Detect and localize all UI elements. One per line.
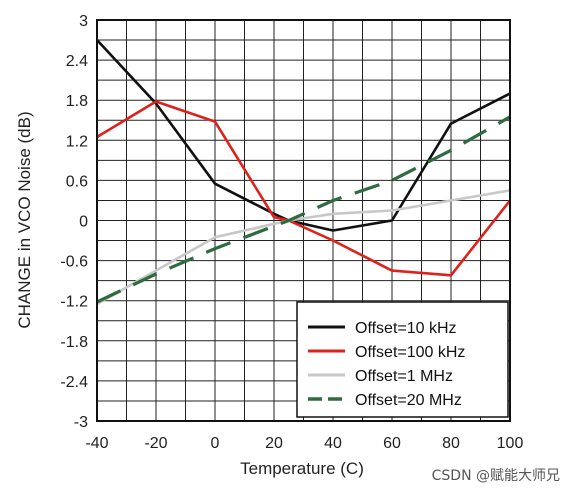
x-tick-label: -20 — [144, 435, 167, 452]
x-tick-label: -40 — [85, 435, 108, 452]
y-tick-label: 1.8 — [66, 93, 88, 110]
y-tick-label: -2.4 — [60, 374, 88, 391]
x-tick-label: 20 — [265, 435, 283, 452]
y-tick-label: -1.8 — [60, 334, 88, 351]
legend-label-3: Offset=1 MHz — [355, 368, 453, 385]
y-tick-label: 0 — [79, 214, 88, 231]
y-tick-label: -3 — [74, 414, 88, 431]
x-tick-label: 40 — [324, 435, 342, 452]
y-tick-label: 2.4 — [66, 53, 88, 70]
legend-label-4: Offset=20 MHz — [355, 392, 462, 409]
x-tick-label: 60 — [383, 435, 401, 452]
legend-label-2: Offset=100 kHz — [355, 344, 465, 361]
y-tick-labels: 3 2.4 1.8 1.2 0.6 0 -0.6 -1.2 -1.8 -2.4 -3 — [60, 13, 88, 431]
series-line-4 — [96, 115, 511, 304]
x-tick-label: 100 — [497, 435, 524, 452]
y-tick-label: -1.2 — [60, 294, 88, 311]
legend-label-1: Offset=10 kHz — [355, 320, 457, 337]
y-tick-label: -0.6 — [60, 254, 88, 271]
legend: Offset=10 kHz Offset=100 kHz Offset=1 MHz O… — [296, 301, 509, 418]
y-axis-title: CHANGE in VCO Noise (dB) — [15, 111, 34, 328]
series-line-3 — [96, 189, 511, 306]
x-axis-title: Temperature (C) — [240, 459, 364, 478]
y-tick-label: 1.2 — [66, 133, 88, 150]
y-tick-label: 0.6 — [66, 173, 88, 190]
watermark-text: CSDN @赋能大师兄 — [432, 468, 560, 484]
x-tick-label: 0 — [211, 435, 220, 452]
x-tick-label: 80 — [442, 435, 460, 452]
series-lines — [96, 39, 512, 306]
plot-frame — [96, 19, 511, 422]
y-tick-label: 3 — [79, 13, 88, 30]
x-tick-labels: -40 -20 0 20 40 60 80 100 — [85, 435, 523, 452]
